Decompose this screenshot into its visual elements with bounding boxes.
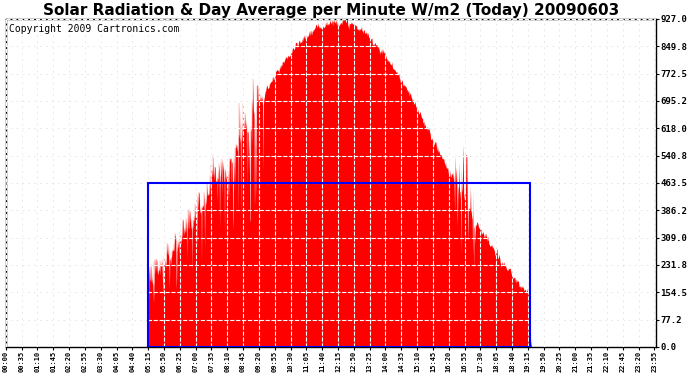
Title: Solar Radiation & Day Average per Minute W/m2 (Today) 20090603: Solar Radiation & Day Average per Minute… <box>43 3 619 18</box>
Text: Copyright 2009 Cartronics.com: Copyright 2009 Cartronics.com <box>9 24 179 34</box>
Bar <box>148 183 530 347</box>
